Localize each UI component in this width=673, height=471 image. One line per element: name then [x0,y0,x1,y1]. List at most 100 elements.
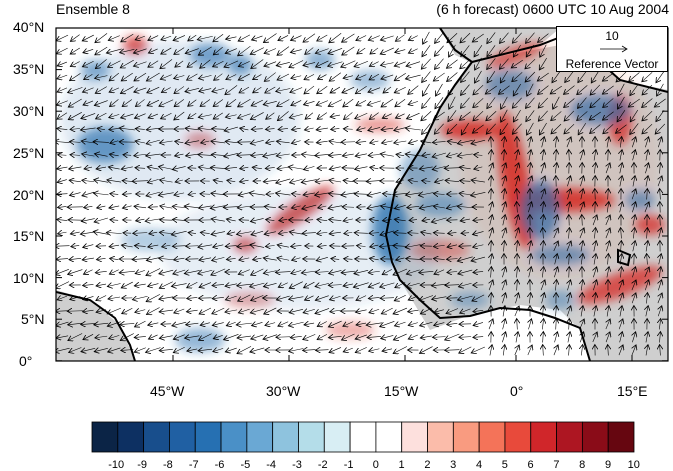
wind-vector [213,112,223,119]
wind-vector [607,202,609,213]
wind-vector [647,254,648,265]
wind-vector [543,345,544,356]
wind-vector [568,293,571,304]
wind-vector [94,217,108,222]
wind-vector [276,178,291,183]
wind-vector [277,73,290,80]
wind-vector [471,346,485,353]
wind-vector [82,87,94,93]
wind-vector [632,293,636,304]
panel-title: Ensemble 8 [56,1,130,17]
wind-vector [136,219,145,221]
wind-vector [237,155,252,156]
wind-vector [447,323,458,324]
wind-vector [160,206,173,208]
wind-vector [122,194,132,195]
wind-vector [369,112,379,120]
wind-vector [538,97,549,108]
wind-vector [593,215,597,226]
wind-vector [188,193,197,195]
colorbar-swatch [607,421,635,453]
wind-vector [184,206,200,208]
wind-vector [238,309,250,313]
wind-vector [632,189,636,200]
wind-vector [449,44,456,57]
wind-vector [554,241,558,252]
wind-vector [408,323,418,326]
wind-vector [263,271,277,274]
wind-vector [632,345,636,356]
wind-vector [621,241,622,252]
wind-vector [277,245,289,247]
wind-vector [517,202,518,213]
wind-vector [292,258,301,261]
wind-vector [212,88,225,91]
wind-vector [110,194,119,195]
wind-vector [121,245,133,247]
wind-vector [580,228,584,239]
wind-vector [489,228,492,239]
wind-vector [487,45,496,56]
wind-vector [317,321,327,326]
wind-vector [290,179,303,183]
wind-vector [328,285,342,286]
colorbar-tick-label: -4 [266,459,277,471]
wind-vector [56,141,70,142]
lat-label: 30°N [13,103,45,119]
wind-vector [251,99,263,106]
coast-africa-west [384,61,591,361]
wind-vector [275,272,291,273]
wind-vector [660,189,661,200]
wind-vector [329,347,342,352]
wind-vector [356,141,367,142]
wind-vector [200,232,210,233]
wind-vector [501,109,508,122]
wind-vector [251,335,264,339]
wind-vector [329,72,341,81]
wind-vector [606,163,610,174]
wind-vector [446,308,459,313]
wind-vector [238,269,250,275]
wind-vector [200,99,211,107]
wind-vector [581,254,583,265]
colorbar-swatch [401,421,428,453]
wind-vector [236,323,252,325]
wind-vector [134,246,146,247]
wind-vector [134,113,146,119]
wind-vector [289,114,303,118]
wind-vector [162,245,171,247]
wind-vector [355,86,367,93]
wind-vector [367,192,381,195]
wind-vector [380,298,394,299]
wind-vector [315,308,330,313]
wind-vector [457,206,473,208]
wind-vector [630,109,639,122]
wind-vector [395,98,406,107]
wind-vector [516,215,519,226]
reference-vector-magnitude: 10 [605,29,619,43]
wind-vector [419,167,433,169]
wind-vector [394,141,407,143]
wind-vector [473,245,484,247]
wind-vector [81,323,96,324]
wind-vector [249,193,265,195]
wind-vector [582,215,583,226]
wind-vector [147,167,159,169]
wind-vector [603,98,614,107]
wind-vector [159,270,174,274]
wind-vector [149,232,158,234]
wind-vector [356,35,367,40]
colorbar-tick-label: -3 [292,459,302,471]
wind-vector [542,319,543,330]
wind-vector [607,137,609,148]
wind-vector [541,163,544,174]
wind-vector [315,180,329,181]
wind-vector [109,335,120,338]
wind-vector [446,153,458,156]
wind-vector [382,113,392,119]
wind-vector [330,310,341,312]
wind-vector [633,241,635,252]
wind-vector [135,141,146,143]
wind-vector [473,337,484,338]
